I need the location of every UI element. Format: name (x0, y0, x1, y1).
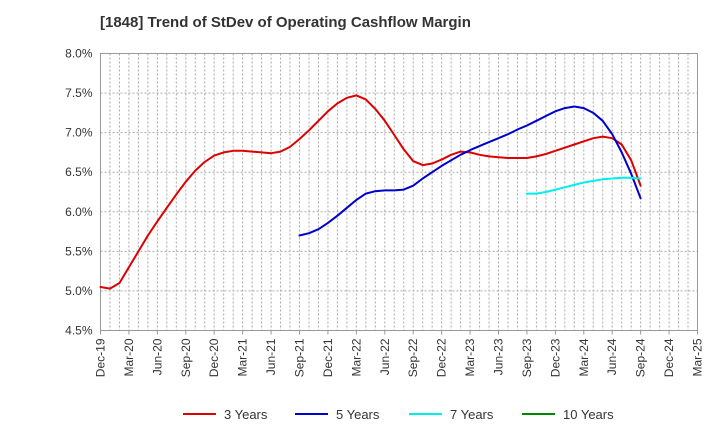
legend: 3 Years 5 Years 7 Years 10 Years (183, 407, 614, 422)
plot-area (100, 53, 698, 331)
x-tick-label: Jun-24 (605, 338, 619, 375)
x-tick-label: Jun-22 (378, 338, 392, 375)
y-tick-label: 6.5% (65, 165, 93, 179)
y-tick-label: 7.0% (65, 126, 93, 140)
x-tick-label: Dec-20 (207, 338, 221, 377)
x-axis-ticks: Dec-19 Mar-20 Jun-20 Sep-20 Dec-20 Mar-21 Jun-… (94, 330, 705, 377)
x-tick-label: Sep-23 (520, 338, 534, 377)
x-tick-label: Mar-21 (236, 338, 250, 376)
y-tick-label: 4.5% (65, 324, 93, 338)
x-tick-label: Dec-19 (94, 338, 108, 377)
x-tick-label: Sep-24 (634, 338, 648, 377)
legend-label: 10 Years (563, 407, 614, 422)
grid-lines (100, 53, 698, 331)
legend-label: 7 Years (450, 407, 494, 422)
x-tick-label: Dec-22 (435, 338, 449, 377)
x-tick-label: Sep-21 (293, 338, 307, 377)
y-tick-label: 6.0% (65, 205, 93, 219)
y-tick-label: 7.5% (65, 86, 93, 100)
x-tick-label: Mar-20 (122, 338, 136, 376)
y-tick-label: 5.0% (65, 284, 93, 298)
x-tick-label: Jun-21 (264, 338, 278, 375)
x-tick-label: Jun-23 (492, 338, 506, 375)
y-axis-ticks: 4.5% 5.0% 5.5% 6.0% 6.5% 7.0% 7.5% 8.0% (65, 47, 93, 338)
x-tick-label: Mar-23 (463, 338, 477, 376)
y-tick-label: 5.5% (65, 244, 93, 258)
x-tick-label: Dec-24 (662, 338, 676, 377)
x-tick-label: Dec-23 (548, 338, 562, 377)
x-tick-label: Mar-25 (691, 338, 705, 376)
series-line-7-years (525, 176, 642, 195)
plot-border (100, 53, 698, 331)
y-tick-label: 8.0% (65, 47, 93, 61)
x-tick-label: Mar-24 (577, 338, 591, 376)
series-line-5-years (298, 105, 642, 237)
series-lines (99, 94, 642, 290)
x-tick-label: Sep-20 (179, 338, 193, 377)
chart-title: [1848] Trend of StDev of Operating Cashf… (100, 14, 471, 31)
x-tick-label: Jun-20 (150, 338, 164, 375)
legend-label: 3 Years (224, 407, 268, 422)
x-tick-label: Dec-21 (321, 338, 335, 377)
x-tick-label: Mar-22 (349, 338, 363, 376)
x-tick-label: Sep-22 (406, 338, 420, 377)
series-line-3-years (99, 94, 642, 290)
legend-label: 5 Years (336, 407, 380, 422)
